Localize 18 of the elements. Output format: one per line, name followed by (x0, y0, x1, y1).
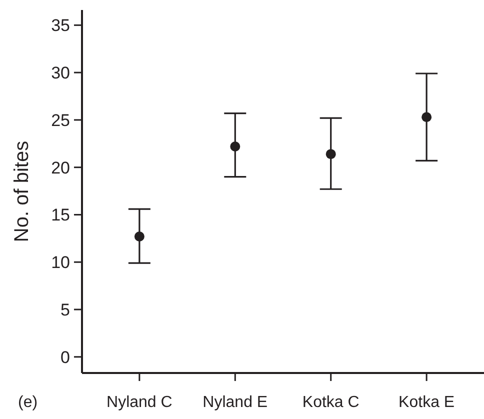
y-tick-label: 25 (51, 110, 70, 130)
x-tick-label: Nyland E (202, 394, 268, 411)
y-tick-label: 30 (51, 64, 70, 83)
y-tick-label: 5 (60, 300, 70, 320)
y-tick-label: 35 (51, 16, 70, 36)
x-tick-label: Kotka E (398, 394, 455, 411)
y-tick-label: 10 (51, 253, 70, 272)
y-axis-title: No. of bites (11, 140, 33, 242)
x-tick-label: Nyland C (106, 394, 172, 411)
y-tick-label: 20 (51, 158, 70, 178)
y-tick-label: 15 (51, 206, 70, 225)
x-tick-label: Kotka C (302, 394, 360, 411)
point (134, 232, 144, 242)
point (230, 141, 240, 152)
point (326, 149, 336, 160)
y-tick-label: 0 (60, 348, 70, 367)
point (422, 112, 432, 122)
text: (e) (18, 394, 38, 411)
